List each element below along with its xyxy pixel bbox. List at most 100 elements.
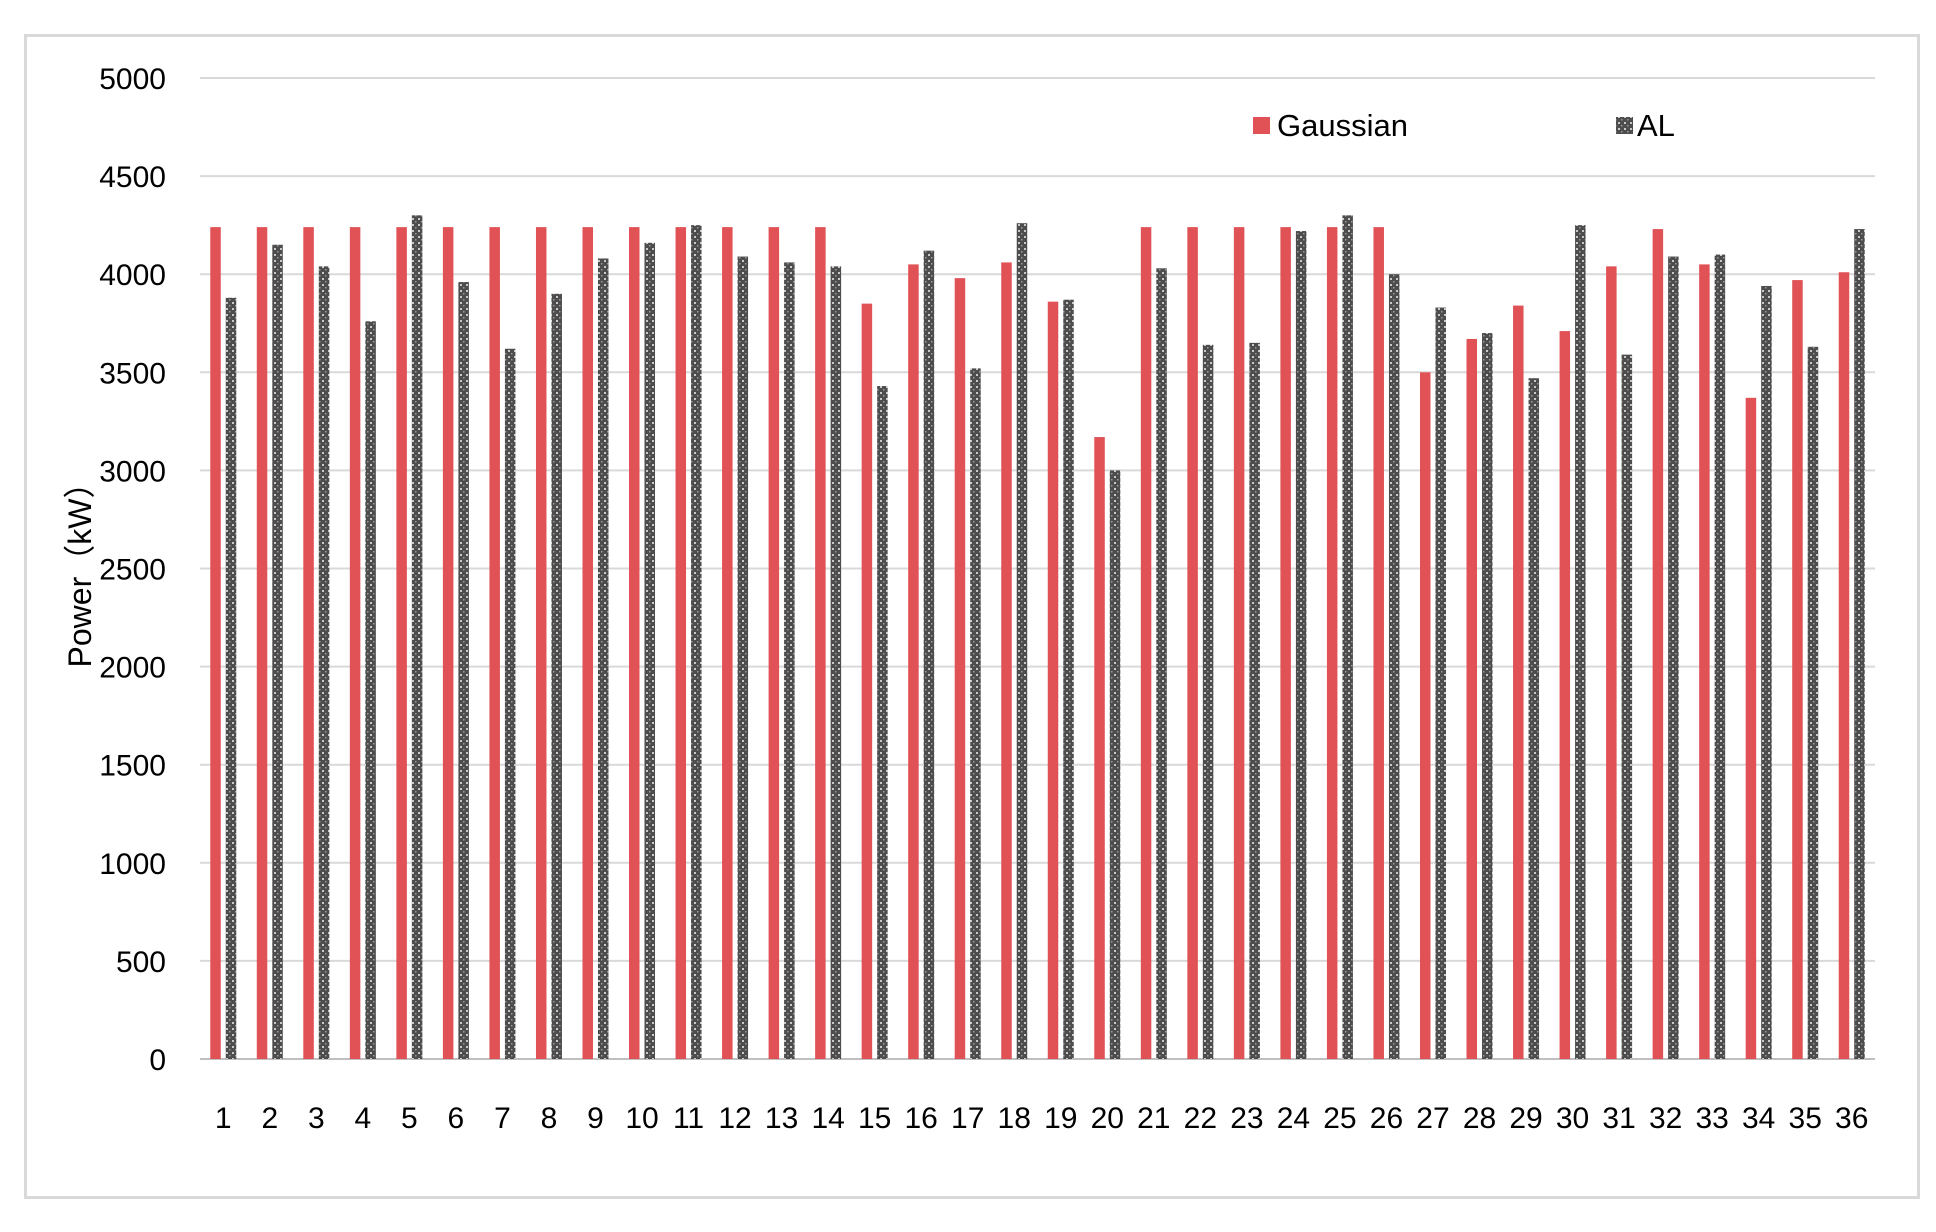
bar-gaussian-32 (1652, 229, 1664, 1060)
x-tick-label-33: 33 (1695, 1102, 1728, 1135)
bars (210, 215, 1865, 1060)
bar-al-7 (504, 348, 516, 1060)
bar-gaussian-27 (1419, 372, 1431, 1059)
x-tick-label-5: 5 (401, 1102, 418, 1135)
bar-al-4 (365, 321, 376, 1060)
x-tick-label-21: 21 (1137, 1102, 1170, 1135)
bar-gaussian-19 (1047, 301, 1059, 1060)
x-tick-label-34: 34 (1742, 1102, 1775, 1135)
y-tick-label-1500: 1500 (99, 750, 166, 783)
bar-gaussian-21 (1140, 227, 1152, 1059)
chart-frame: 0 500 1000 1500 2000 2500 3000 3500 4000 4500 5000… (24, 34, 1920, 1199)
bar-al-5 (411, 215, 423, 1060)
x-tick-label-1: 1 (215, 1102, 232, 1135)
bar-gaussian-8 (535, 227, 547, 1059)
bar-al-14 (830, 266, 842, 1059)
x-tick-label-30: 30 (1556, 1102, 1589, 1135)
bar-al-36 (1854, 229, 1865, 1060)
bar-al-8 (551, 293, 562, 1059)
x-tick-label-31: 31 (1602, 1102, 1635, 1135)
bar-al-1 (225, 297, 237, 1059)
x-tick-label-9: 9 (587, 1102, 604, 1135)
x-tick-label-15: 15 (858, 1102, 891, 1135)
y-tick-label-3500: 3500 (99, 357, 166, 390)
bar-al-33 (1714, 254, 1726, 1059)
bar-al-15 (877, 386, 888, 1059)
x-tick-label-6: 6 (448, 1102, 465, 1135)
bar-gaussian-28 (1466, 338, 1478, 1059)
bar-chart: 0 500 1000 1500 2000 2500 3000 3500 4000 4500 5000… (62, 63, 1875, 1135)
bar-gaussian-34 (1745, 397, 1757, 1059)
x-tick-label-32: 32 (1649, 1102, 1682, 1135)
bar-gaussian-15 (861, 303, 873, 1059)
legend: Gaussian AL (1253, 108, 1675, 143)
x-tick-label-24: 24 (1277, 1102, 1310, 1135)
x-tick-label-29: 29 (1509, 1102, 1542, 1135)
x-axis-tick-labels: 1 2 3 4 5 6 7 8 9 10 11 12 13 14 15 16 17 18 19 20 21 22 23 24 2… (215, 1102, 1869, 1135)
bar-gaussian-18 (1001, 262, 1012, 1059)
x-tick-label-23: 23 (1230, 1102, 1263, 1135)
bar-al-29 (1528, 378, 1540, 1059)
bar-al-32 (1668, 256, 1679, 1059)
y-tick-label-500: 500 (116, 946, 166, 979)
bar-gaussian-30 (1559, 331, 1571, 1059)
y-tick-label-1000: 1000 (99, 848, 166, 881)
bar-al-6 (458, 282, 469, 1060)
bar-gaussian-14 (815, 227, 826, 1059)
x-tick-label-28: 28 (1463, 1102, 1496, 1135)
x-tick-label-26: 26 (1370, 1102, 1403, 1135)
x-tick-label-25: 25 (1323, 1102, 1356, 1135)
bar-al-13 (784, 262, 795, 1059)
bar-al-35 (1807, 346, 1819, 1059)
x-tick-label-4: 4 (355, 1102, 372, 1135)
bar-al-21 (1156, 268, 1167, 1060)
x-tick-label-2: 2 (261, 1102, 278, 1135)
legend-swatch-gaussian (1253, 117, 1270, 134)
bar-al-19 (1063, 299, 1074, 1059)
bar-al-28 (1482, 333, 1493, 1059)
bar-al-31 (1621, 354, 1633, 1060)
y-tick-label-2000: 2000 (99, 652, 166, 685)
x-tick-label-13: 13 (765, 1102, 798, 1135)
x-tick-label-17: 17 (951, 1102, 984, 1135)
bar-gaussian-20 (1094, 437, 1105, 1059)
x-tick-label-36: 36 (1835, 1102, 1868, 1135)
bar-gaussian-33 (1699, 264, 1710, 1059)
x-tick-label-10: 10 (625, 1102, 658, 1135)
bar-gaussian-24 (1280, 227, 1291, 1059)
bar-al-22 (1202, 344, 1214, 1059)
gridlines (200, 77, 1875, 1060)
y-axis-tick-labels: 0 500 1000 1500 2000 2500 3000 3500 4000 4500 5000 (99, 63, 166, 1077)
bar-al-24 (1295, 231, 1307, 1059)
y-tick-label-0: 0 (149, 1044, 166, 1077)
x-tick-label-35: 35 (1789, 1102, 1822, 1135)
bar-gaussian-29 (1513, 305, 1524, 1059)
x-tick-label-19: 19 (1044, 1102, 1077, 1135)
x-tick-label-3: 3 (308, 1102, 325, 1135)
bar-gaussian-11 (675, 227, 687, 1059)
x-tick-label-11: 11 (673, 1102, 704, 1135)
bar-gaussian-1 (210, 227, 221, 1059)
bar-gaussian-35 (1792, 280, 1803, 1059)
bar-al-27 (1435, 307, 1446, 1060)
x-tick-label-18: 18 (998, 1102, 1031, 1135)
bar-al-30 (1575, 225, 1586, 1059)
bar-al-9 (597, 258, 609, 1059)
bar-gaussian-12 (722, 227, 733, 1059)
bar-gaussian-10 (629, 227, 640, 1059)
legend-swatch-al (1616, 117, 1633, 134)
bar-gaussian-23 (1233, 227, 1245, 1059)
bar-gaussian-13 (768, 227, 780, 1059)
bar-al-17 (970, 368, 981, 1060)
bar-gaussian-4 (349, 227, 361, 1059)
bar-gaussian-6 (442, 227, 454, 1059)
bar-gaussian-17 (954, 278, 966, 1059)
bar-al-23 (1249, 342, 1260, 1059)
bar-al-16 (923, 250, 935, 1059)
bar-al-3 (318, 266, 330, 1059)
x-tick-label-14: 14 (811, 1102, 844, 1135)
bar-gaussian-7 (489, 227, 500, 1059)
bar-gaussian-31 (1606, 266, 1617, 1059)
bar-gaussian-25 (1326, 227, 1338, 1059)
bar-al-10 (644, 242, 656, 1060)
